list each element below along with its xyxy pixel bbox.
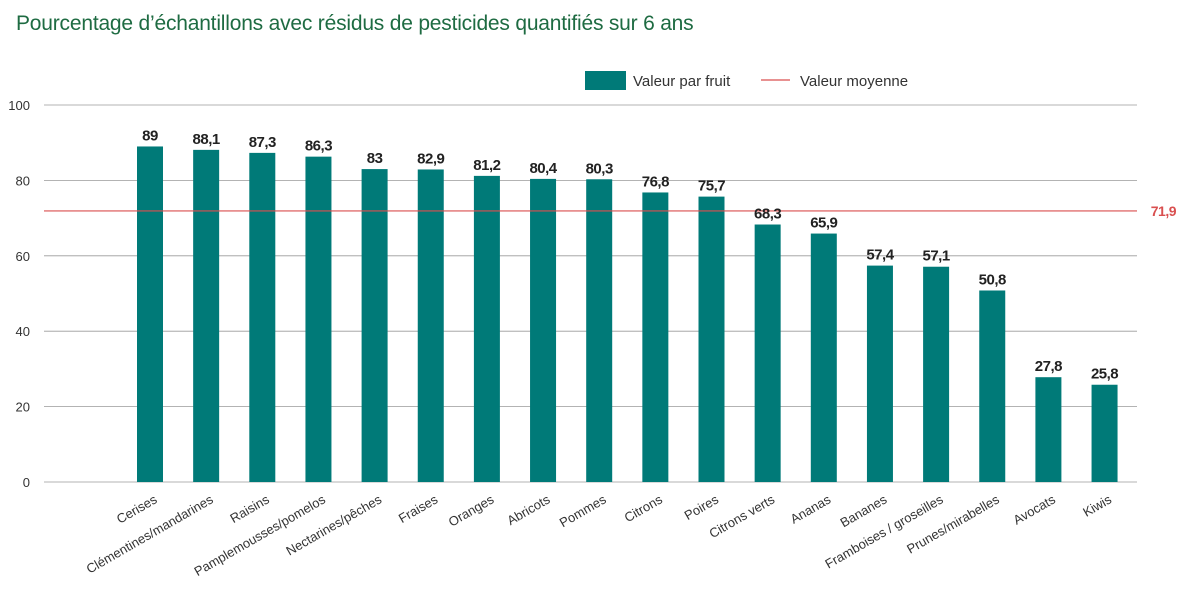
bar — [1091, 384, 1118, 482]
bar-value-label: 27,8 — [1035, 358, 1062, 375]
bar-value-label: 65,9 — [810, 215, 837, 232]
bar-value-label: 75,7 — [698, 178, 725, 195]
category-label: Avocats — [1011, 491, 1059, 527]
bar-value-label: 89 — [142, 127, 158, 144]
category-label: Ananas — [788, 491, 834, 526]
y-tick-label: 40 — [16, 324, 30, 339]
y-tick-label: 0 — [23, 475, 30, 490]
bar — [473, 175, 500, 482]
value-labels: 89 88,1 87,3 86,3 83 82,9 81,2 80,4 80,3 76,8 75,7… — [142, 127, 1119, 383]
category-label: Nectarines/pêches — [283, 491, 384, 558]
bar-value-label: 80,4 — [529, 160, 557, 177]
bar-value-label: 81,2 — [473, 157, 500, 174]
category-label: Poires — [682, 491, 722, 523]
bar — [417, 169, 444, 483]
category-label: Fraises — [396, 491, 441, 526]
legend-swatch-bar — [585, 71, 626, 90]
category-label: Abricots — [504, 491, 553, 528]
bars — [137, 146, 1118, 483]
bar — [866, 265, 893, 482]
category-label: Kiwis — [1080, 491, 1114, 519]
y-tick-label: 100 — [8, 98, 30, 113]
bar-value-label: 50,8 — [979, 271, 1006, 288]
y-tick-label: 20 — [16, 400, 30, 415]
bar — [305, 156, 332, 483]
category-label: Raisins — [227, 491, 272, 526]
average-value-label: 71,9 — [1151, 203, 1177, 219]
bar-value-label: 88,1 — [193, 131, 220, 148]
bar — [810, 233, 837, 482]
bar — [137, 146, 163, 482]
category-label: Oranges — [446, 491, 497, 529]
bar — [361, 169, 388, 482]
y-tick-label: 80 — [16, 173, 30, 188]
bar-value-label: 82,9 — [417, 150, 444, 167]
bar — [979, 290, 1006, 482]
bar — [1035, 377, 1062, 482]
bar-value-label: 57,4 — [866, 247, 894, 264]
bar-value-label: 57,1 — [922, 248, 949, 265]
bar — [193, 149, 220, 482]
category-label: Cerises — [114, 491, 160, 526]
y-axis-ticks: 0 20 40 60 80 100 — [8, 98, 30, 490]
category-label: Citrons — [622, 491, 666, 525]
average-line-group: 71,9 — [44, 203, 1177, 219]
bar — [586, 179, 613, 483]
legend-label-average: Valeur moyenne — [800, 73, 908, 90]
bar — [530, 178, 557, 482]
bar — [249, 152, 276, 482]
bar — [923, 266, 950, 482]
category-label: Pommes — [557, 491, 609, 530]
bar-value-label: 86,3 — [305, 138, 332, 155]
y-tick-label: 60 — [16, 249, 30, 264]
bar — [698, 196, 725, 482]
bar-value-label: 83 — [367, 150, 383, 167]
bar — [642, 192, 669, 483]
bar-value-label: 68,3 — [754, 206, 781, 223]
bar-value-label: 76,8 — [642, 173, 669, 190]
bar-value-label: 87,3 — [249, 134, 276, 151]
chart-title: Pourcentage d’échantillons avec résidus … — [16, 12, 694, 35]
legend-label-bar: Valeur par fruit — [633, 73, 731, 90]
legend: Valeur par fruit Valeur moyenne — [585, 71, 908, 90]
category-label: Prunes/mirabelles — [904, 491, 1002, 556]
bar-value-label: 80,3 — [586, 160, 613, 177]
bar-value-label: 25,8 — [1091, 366, 1118, 383]
bar — [754, 224, 781, 482]
